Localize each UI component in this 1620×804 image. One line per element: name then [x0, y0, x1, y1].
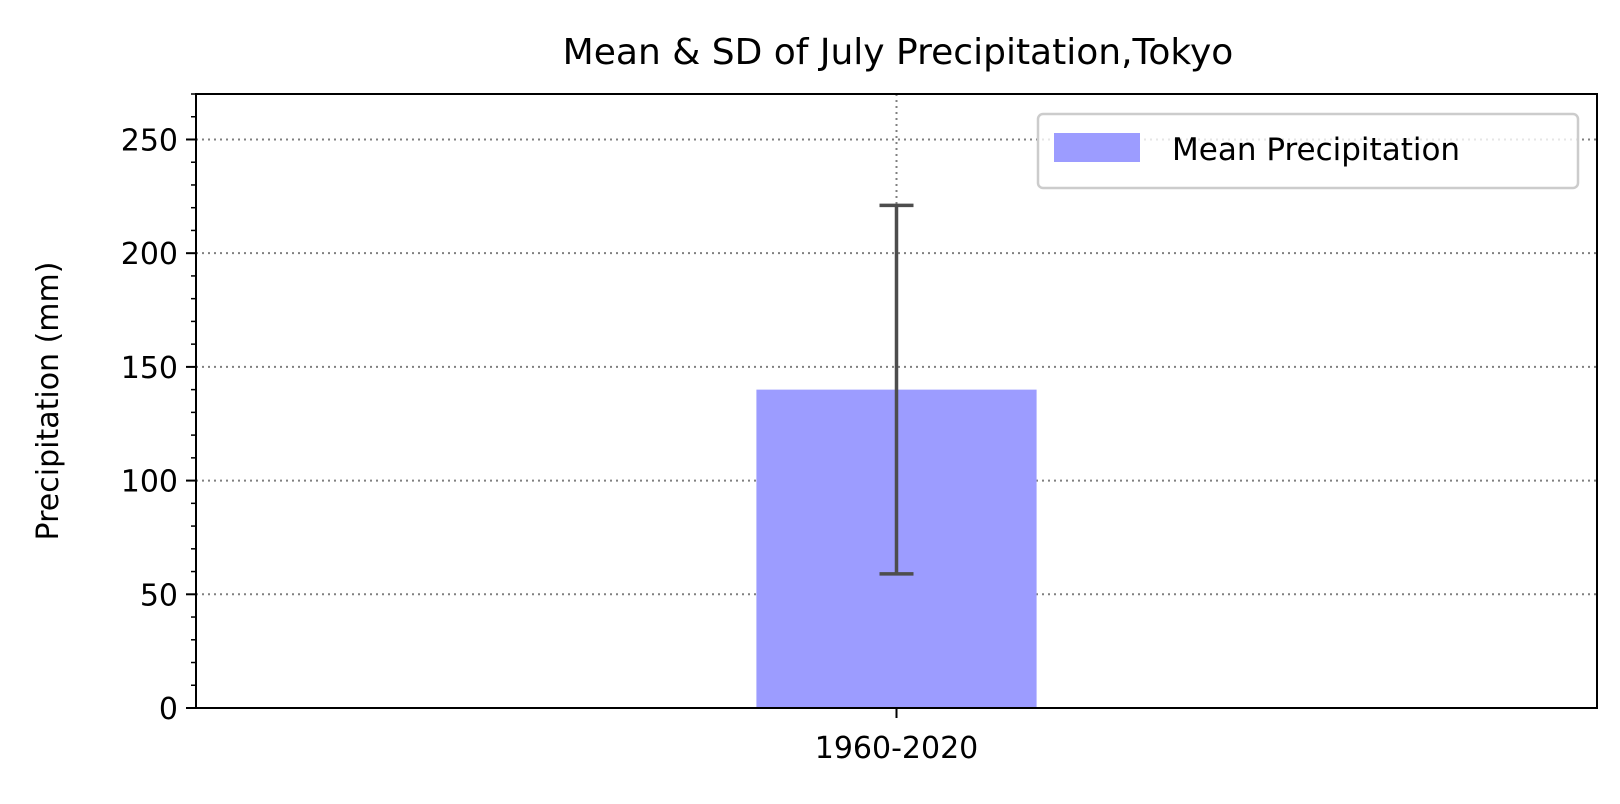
legend-label: Mean Precipitation	[1172, 132, 1460, 168]
y-axis-label: Precipitation (mm)	[31, 262, 66, 541]
y-axis-ticks: 0 50 100 150 200 250	[121, 93, 196, 727]
x-tick-label: 1960-2020	[815, 731, 979, 766]
y-tick-label: 50	[140, 578, 178, 613]
legend-swatch	[1054, 133, 1140, 162]
error-bars	[879, 203, 914, 576]
x-axis-ticks: 1960-2020	[815, 708, 979, 766]
y-tick-label: 150	[121, 351, 178, 386]
y-tick-label: 0	[159, 692, 178, 727]
y-tick-label: 250	[121, 123, 178, 158]
legend: Mean Precipitation	[1036, 112, 1580, 190]
y-tick-label: 100	[121, 465, 178, 500]
y-tick-label: 200	[121, 237, 178, 272]
chart-title: Mean & SD of July Precipitation,Tokyo	[563, 32, 1234, 73]
legend-box	[1036, 112, 1580, 190]
